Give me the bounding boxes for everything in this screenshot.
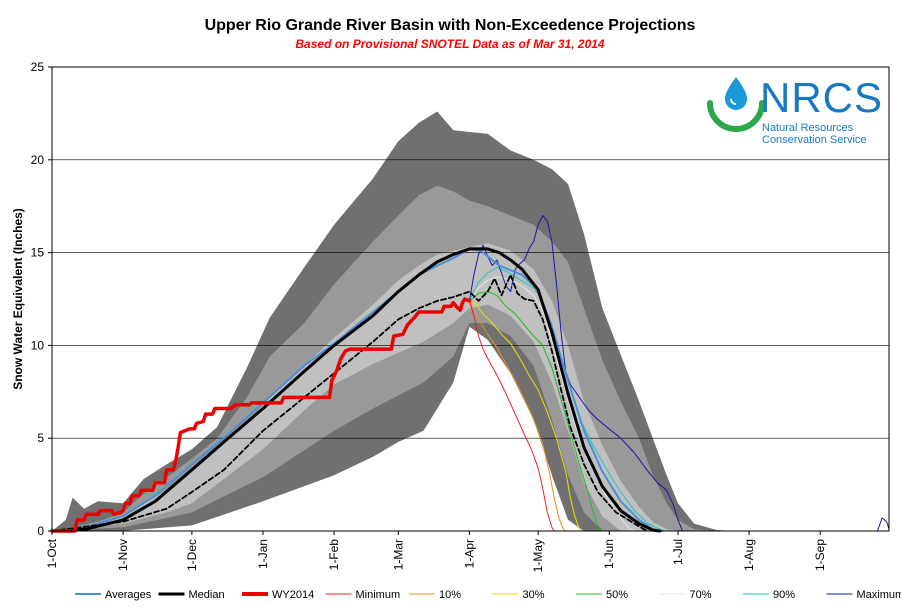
x-tick-label-1-jun: 1-Jun (602, 539, 616, 569)
percentile-bands (52, 111, 740, 532)
series-line-70pct (468, 276, 635, 532)
series-line-30pct (468, 300, 583, 532)
chart-title: Upper Rio Grande River Basin with Non-Ex… (205, 17, 696, 34)
x-tick-label-1-dec: 1-Dec (185, 539, 199, 571)
legend-label-90pct: 90% (773, 589, 795, 601)
plot-area (50, 66, 890, 533)
y-axis-label: Snow Water Equivalent (Inches) (11, 208, 25, 390)
series-line-current-year-projection-dashed (51, 274, 650, 532)
y-tick-label-20: 20 (31, 153, 45, 167)
legend-label-maximum: Maximum (857, 589, 901, 601)
x-tick-label-1-mar: 1-Mar (391, 539, 405, 570)
legend-label-averages: Averages (105, 589, 152, 601)
legend-label-10pct: 10% (439, 589, 461, 601)
logo-line-2: Conservation Service (762, 134, 867, 146)
x-tick-label-1-oct: 1-Oct (45, 538, 59, 568)
series-line-wy2014 (50, 297, 472, 533)
x-tick-label-1-may: 1-May (531, 539, 545, 572)
x-tick-label-1-jan: 1-Jan (256, 539, 270, 569)
y-tick-label-0: 0 (37, 524, 44, 538)
y-tick-label-10: 10 (31, 338, 45, 352)
y-tick-label-25: 25 (31, 60, 45, 74)
series-line-minimum (468, 300, 555, 532)
gridlines (52, 159, 889, 439)
series-line-median (50, 247, 662, 533)
x-axis: 1-Oct 1-Nov 1-Dec 1-Jan 1-Feb 1-Mar 1-Apr 1-May… (45, 531, 827, 572)
series-line-50pct (468, 291, 603, 532)
logo-line-1: Natural Resources (762, 122, 854, 134)
x-tick-label-1-aug: 1-Aug (742, 539, 756, 571)
y-tick-label-15: 15 (31, 246, 45, 260)
water-drop-icon (707, 77, 765, 132)
x-tick-label-1-apr: 1-Apr (462, 539, 476, 568)
y-axis: 0 5 10 15 20 25 (31, 60, 52, 538)
x-tick-label-1-nov: 1-Nov (116, 539, 130, 571)
legend-label-wy2014: WY2014 (272, 589, 314, 601)
band-average-envelope (52, 243, 678, 532)
legend: Averages Median WY2014 Minimum 10% 30% 50% 70% 9… (75, 589, 901, 601)
legend-label-30pct: 30% (523, 589, 545, 601)
x-tick-label-1-feb: 1-Feb (327, 539, 341, 571)
series-lines (50, 215, 890, 533)
x-tick-label-1-jul: 1-Jul (671, 539, 685, 565)
x-tick-label-1-sep: 1-Sep (813, 539, 827, 571)
y-tick-label-5: 5 (37, 431, 44, 445)
legend-label-minimum: Minimum (356, 589, 401, 601)
nrcs-logo: NRCS Natural Resources Conservation Serv… (707, 74, 883, 146)
chart-subtitle: Based on Provisional SNOTEL Data as of M… (295, 37, 605, 51)
legend-label-70pct: 70% (690, 589, 712, 601)
plot-border (51, 66, 890, 532)
legend-label-50pct: 50% (606, 589, 628, 601)
series-line-averages (51, 247, 663, 532)
legend-label-median: Median (189, 589, 225, 601)
logo-wordmark: NRCS (760, 74, 883, 121)
series-line-10pct (468, 300, 567, 532)
